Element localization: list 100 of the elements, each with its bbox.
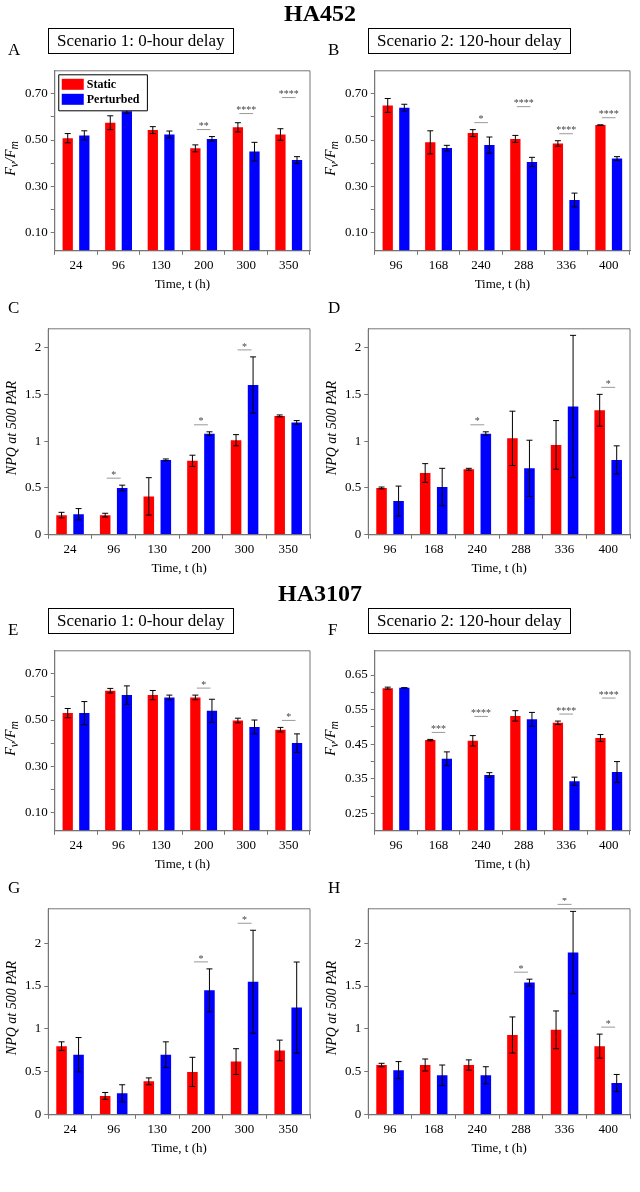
x-tick-label: 168 — [428, 837, 449, 853]
y-tick-label: 0 — [354, 526, 362, 542]
y-tick-label: 0.65 — [345, 666, 368, 682]
x-tick-label: 168 — [423, 541, 444, 557]
x-tick-label: 96 — [389, 837, 404, 853]
y-tick-label: 2 — [34, 338, 42, 354]
x-tick-label: 200 — [191, 541, 211, 557]
x-tick-label: 130 — [147, 541, 168, 557]
annotation: **** — [598, 108, 619, 120]
y-tick-label: 0.25 — [345, 804, 368, 820]
x-tick-label: 336 — [556, 257, 577, 273]
x-tick-label: 288 — [513, 257, 534, 273]
x-tick-label: 130 — [151, 837, 171, 853]
y-tick-label: 0.10 — [25, 223, 48, 239]
y-tick-label: 0.70 — [345, 85, 368, 101]
x-tick-label: 96 — [389, 257, 404, 273]
bar — [204, 990, 215, 1115]
bar — [247, 384, 259, 535]
y-tick-label: 2 — [354, 934, 362, 950]
y-tick-label: 2 — [354, 338, 362, 354]
x-axis-title: Time, t (h) — [151, 1139, 207, 1155]
x-tick-label: 400 — [598, 1121, 618, 1137]
y-tick-label: 0 — [354, 1106, 362, 1122]
legend-label: Static — [86, 76, 117, 91]
chart-title: Scenario 2: 120-hour delay — [368, 608, 571, 634]
annotation: **** — [278, 88, 299, 100]
text: B — [328, 40, 341, 60]
bar — [56, 1046, 67, 1115]
bar — [376, 1065, 387, 1115]
annotation: * — [198, 415, 204, 427]
bar — [611, 459, 622, 535]
y-tick-label: 1.5 — [25, 385, 42, 401]
y-tick-label: 0.30 — [25, 757, 48, 773]
y-tick-label: 0.5 — [345, 1063, 362, 1079]
text: F — [328, 620, 339, 640]
text: H — [328, 878, 342, 898]
x-tick-label: 96 — [383, 541, 398, 557]
bar — [160, 1054, 172, 1115]
x-tick-label: 240 — [467, 1121, 488, 1137]
y-tick-label: 1.5 — [345, 385, 362, 401]
x-tick-label: 336 — [554, 1121, 575, 1137]
x-tick-label: 336 — [554, 541, 575, 557]
x-tick-label: 300 — [236, 837, 256, 853]
bar — [274, 1050, 285, 1115]
annotation: **** — [598, 688, 619, 700]
annotation: **** — [556, 704, 577, 716]
annotation: **** — [556, 124, 577, 136]
x-tick-label: 130 — [151, 257, 171, 273]
y-tick-label: 0 — [34, 526, 42, 542]
y-tick-label: 1 — [34, 1020, 42, 1036]
text: A — [8, 40, 22, 60]
x-tick-label: 400 — [598, 837, 619, 853]
bar — [291, 422, 302, 535]
text: C — [8, 298, 21, 318]
y-tick-label: 0.5 — [25, 479, 42, 495]
text: G — [8, 878, 22, 898]
x-tick-label: 168 — [423, 1121, 444, 1137]
annotation: **** — [471, 707, 492, 719]
annotation: * — [286, 711, 292, 723]
y-tick-label: 0.35 — [345, 770, 368, 786]
x-axis-title: Time, t (h) — [471, 1139, 527, 1155]
annotation: **** — [236, 104, 257, 116]
annotation: * — [242, 340, 248, 352]
x-tick-label: 336 — [556, 837, 577, 853]
x-tick-label: 96 — [112, 257, 126, 273]
y-axis-title: NPQ at 500 PAR — [4, 379, 20, 478]
x-tick-label: 96 — [112, 837, 126, 853]
x-tick-label: 96 — [383, 1121, 398, 1137]
bar — [594, 410, 605, 535]
bar — [480, 433, 492, 535]
chart-title: Scenario 2: 120-hour delay — [368, 28, 571, 54]
annotation: * — [198, 952, 204, 964]
bar — [419, 473, 431, 535]
y-axis-title: NPQ at 500 PAR — [4, 959, 20, 1058]
y-tick-label: 0.5 — [345, 479, 362, 495]
bar — [480, 1075, 492, 1115]
bar — [230, 440, 242, 535]
x-tick-label: 300 — [236, 257, 256, 273]
y-tick-label: 0.10 — [345, 223, 368, 239]
bar — [463, 1065, 475, 1115]
y-tick-label: 0.50 — [25, 711, 48, 727]
bar — [56, 515, 67, 535]
x-tick-label: 240 — [471, 257, 491, 273]
annotation: *** — [431, 723, 447, 735]
y-tick-label: 0.55 — [345, 701, 368, 717]
annotation: * — [201, 678, 207, 690]
x-tick-label: 240 — [467, 541, 488, 557]
bar — [463, 469, 475, 535]
x-tick-label: 96 — [107, 541, 121, 557]
y-tick-label: 1 — [354, 432, 362, 448]
bar — [393, 1070, 404, 1115]
x-tick-label: 200 — [193, 257, 214, 273]
x-tick-label: 168 — [428, 257, 449, 273]
x-axis-title: Time, t (h) — [154, 275, 211, 291]
bar — [73, 1054, 84, 1115]
x-tick-label: 350 — [278, 1121, 298, 1137]
y-tick-label: 0.70 — [25, 665, 48, 681]
y-tick-label: 1.5 — [345, 977, 362, 993]
x-axis-title: Time, t (h) — [471, 559, 527, 575]
x-axis-title: Time, t (h) — [154, 855, 211, 871]
